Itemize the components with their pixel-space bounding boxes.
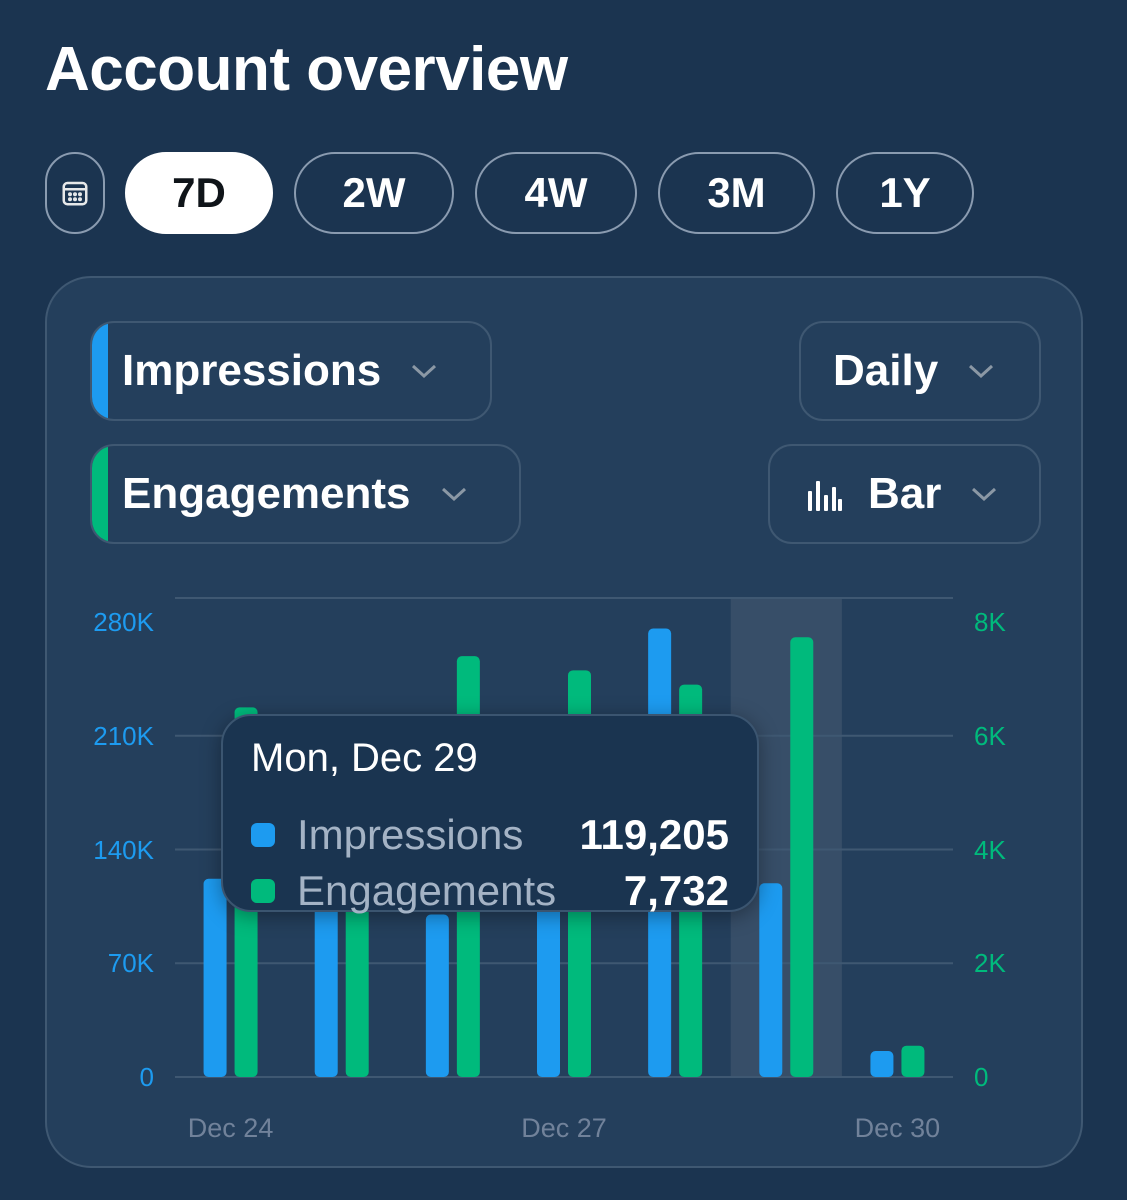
right-axis-tick-label: 6K [974,720,1006,751]
tooltip-date: Mon, Dec 29 [251,736,478,780]
tooltip-label: Impressions [297,811,524,858]
chart-tooltip: Mon, Dec 29 Impressions 119,205 Engageme… [221,714,759,914]
engagements-bar [901,1045,925,1077]
right-axis-tick-label: 2K [974,948,1006,979]
metric1-dropdown[interactable]: Impressions [90,321,492,421]
chevron-down-icon [439,484,469,504]
x-axis-tick-label: Dec 30 [854,1113,941,1143]
left-axis-tick-label: 70K [107,948,154,979]
tooltip-row-engagements: Engagements 7,732 [251,866,729,916]
right-axis-tick-label: 4K [974,834,1006,865]
metric2-color-accent [92,446,108,542]
impressions-bar [870,1051,894,1077]
x-axis-tick-label: Dec 24 [187,1113,274,1143]
interval-dropdown[interactable]: Daily [799,321,1041,421]
page-title: Account overview [45,35,568,104]
left-axis-tick-label: 210K [93,720,154,751]
calendar-button[interactable] [45,152,105,234]
chevron-down-icon [969,484,999,504]
chevron-down-icon [409,361,439,381]
range-pill-3m[interactable]: 3M [658,152,815,234]
tooltip-value: 119,205 [579,811,729,858]
bar-chart-icon [806,477,842,511]
chart-type-label: Bar [868,469,942,518]
tooltip-label: Engagements [297,867,557,914]
chevron-down-icon [966,361,996,381]
impressions-bar [759,883,783,1077]
impressions-bar [537,898,560,1077]
calendar-icon [62,181,88,206]
engagements-bar [790,637,814,1077]
left-axis-tick-label: 0 [139,1062,154,1092]
interval-label: Daily [833,346,939,395]
range-pill-1y[interactable]: 1Y [836,152,974,234]
metric2-label: Engagements [122,469,411,518]
x-axis-tick-label: Dec 27 [521,1113,607,1143]
metric1-color-accent [92,323,108,419]
left-axis-tick-label: 140K [93,834,154,865]
tooltip-value: 7,732 [623,867,729,914]
range-pill-7d[interactable]: 7D [125,152,273,234]
tooltip-row-impressions: Impressions 119,205 [251,810,729,860]
right-axis-tick-label: 8K [974,607,1006,637]
chart-type-dropdown[interactable]: Bar [768,444,1041,544]
impressions-bar [425,914,449,1077]
metric2-dropdown[interactable]: Engagements [90,444,521,544]
metric1-label: Impressions [122,346,382,395]
impressions-bar [314,906,338,1077]
right-axis-tick-label: 0 [974,1062,989,1092]
engagements-legend-dot [251,879,275,903]
impressions-legend-dot [251,823,275,847]
range-pill-4w[interactable]: 4W [475,152,637,234]
left-axis-tick-label: 280K [93,607,154,637]
impressions-bar [203,878,227,1077]
range-pill-2w[interactable]: 2W [294,152,454,234]
